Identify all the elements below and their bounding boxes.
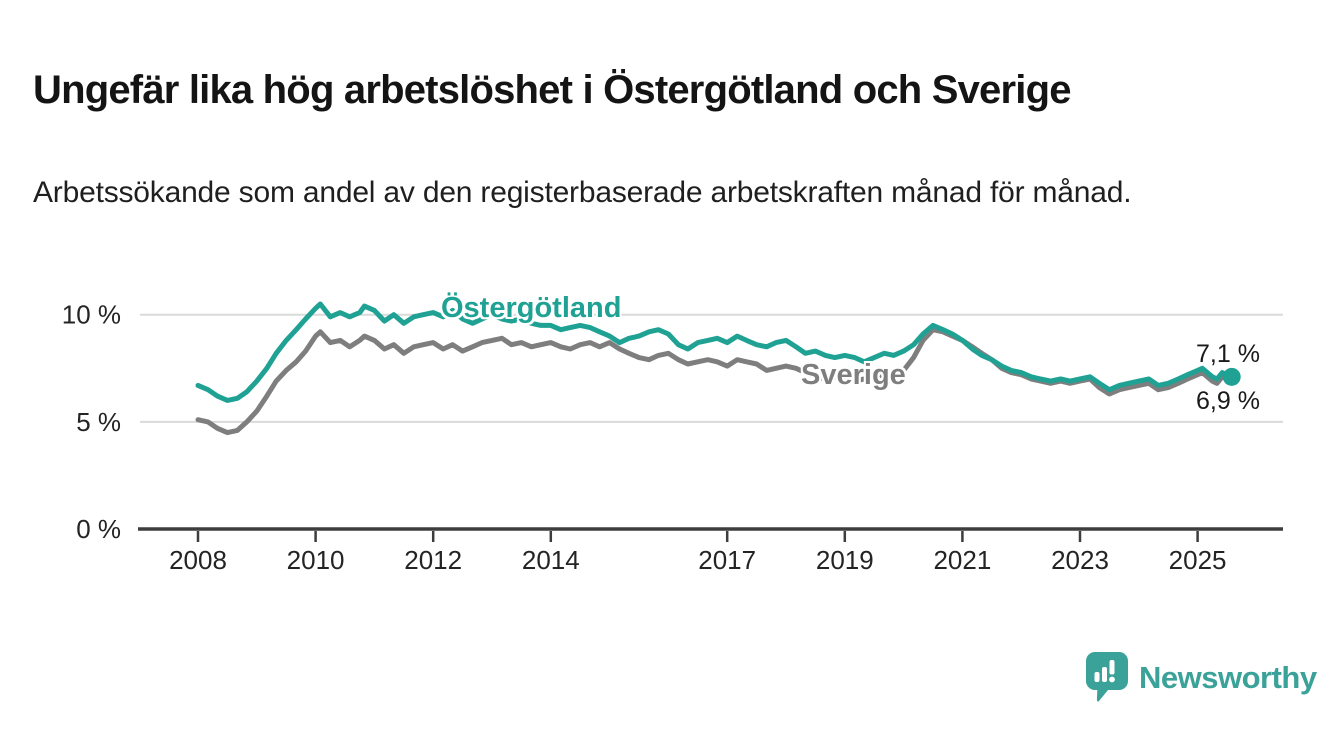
newsworthy-logo-icon — [1086, 652, 1128, 702]
svg-text:2014: 2014 — [522, 545, 580, 575]
svg-text:5 %: 5 % — [76, 407, 121, 437]
svg-text:2017: 2017 — [698, 545, 756, 575]
series-label-sverige: Sverige — [801, 359, 906, 391]
svg-text:2023: 2023 — [1051, 545, 1109, 575]
chart-title: Ungefär lika hög arbetslöshet i Östergöt… — [33, 67, 1071, 112]
newsworthy-logo[interactable]: Newsworthy — [1086, 652, 1317, 704]
chart-subtitle: Arbetssökande som andel av den registerb… — [33, 176, 1132, 209]
svg-text:2012: 2012 — [404, 545, 462, 575]
newsworthy-brand-text: Newsworthy — [1139, 660, 1317, 695]
series-label-ostergotland: Östergötland — [441, 292, 622, 324]
svg-text:2008: 2008 — [169, 545, 227, 575]
svg-text:2010: 2010 — [287, 545, 345, 575]
end-value-label-ostergotland: 7,1 % — [1196, 340, 1260, 368]
svg-text:10 %: 10 % — [62, 300, 121, 330]
svg-text:2025: 2025 — [1169, 545, 1227, 575]
svg-text:2021: 2021 — [933, 545, 991, 575]
svg-text:2019: 2019 — [816, 545, 874, 575]
end-value-label-sverige: 6,9 % — [1196, 387, 1260, 415]
svg-text:0 %: 0 % — [76, 514, 121, 544]
